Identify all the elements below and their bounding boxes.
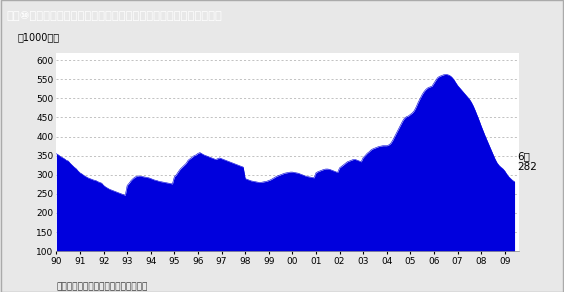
Text: （1000戸）: （1000戸）: [17, 33, 59, 43]
Text: 282: 282: [517, 162, 537, 172]
Text: 6月: 6月: [517, 151, 530, 161]
Text: 図表⑩：米国新設住宅在庫数　　～劇的減少で調整は完全に終わった: 図表⑩：米国新設住宅在庫数 ～劇的減少で調整は完全に終わった: [7, 11, 223, 21]
Text: 出所：ブルームバーグ、武者リサーチ: 出所：ブルームバーグ、武者リサーチ: [56, 282, 148, 291]
